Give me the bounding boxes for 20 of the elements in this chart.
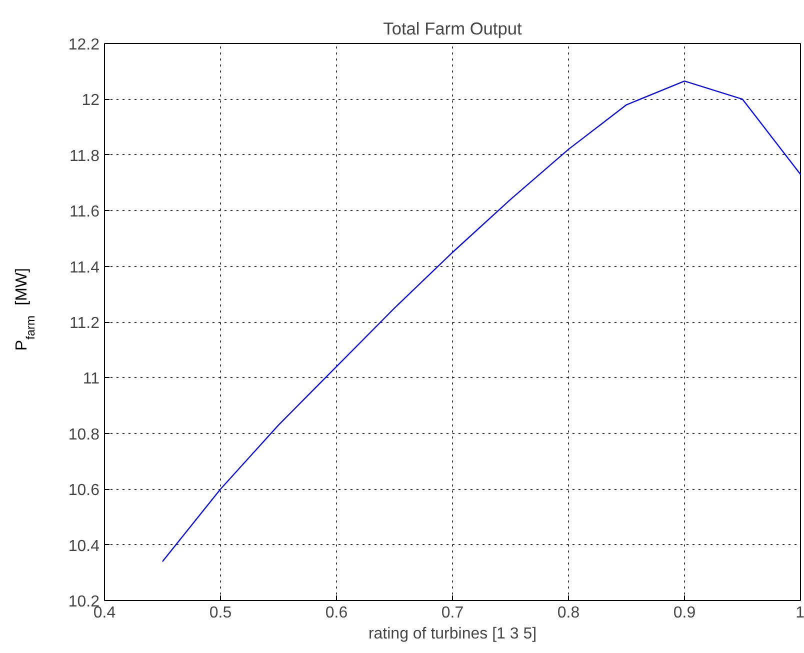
y-tick-label: 10.8 bbox=[68, 426, 100, 444]
y-axis-title: Pfarm [MW] bbox=[14, 268, 38, 351]
line-series bbox=[162, 80, 800, 562]
y-tick-label: 11.4 bbox=[70, 259, 100, 276]
x-tick-label: 0.7 bbox=[441, 604, 464, 622]
y-tick-label: 11.8 bbox=[70, 148, 100, 165]
x-tick-label: 0.8 bbox=[557, 604, 580, 622]
y-tick-label: 11 bbox=[82, 370, 100, 388]
y-tick-label: 10.4 bbox=[68, 538, 100, 555]
y-tick-label: 11.6 bbox=[70, 204, 100, 221]
y-tick-label: 10.6 bbox=[68, 482, 100, 500]
x-axis-title: rating of turbines [1 3 5] bbox=[368, 626, 537, 642]
x-tick-label: 0.9 bbox=[673, 604, 696, 622]
y-tick-label: 12.2 bbox=[68, 36, 100, 54]
y-tick-label: 12 bbox=[82, 92, 100, 110]
chart-title: Total Farm Output bbox=[383, 18, 522, 38]
y-tick-label: 11.2 bbox=[70, 315, 100, 332]
x-tick-label: 0.6 bbox=[325, 604, 348, 622]
x-tick-label: 0.5 bbox=[209, 604, 232, 622]
x-tick-label: 1 bbox=[796, 604, 804, 622]
